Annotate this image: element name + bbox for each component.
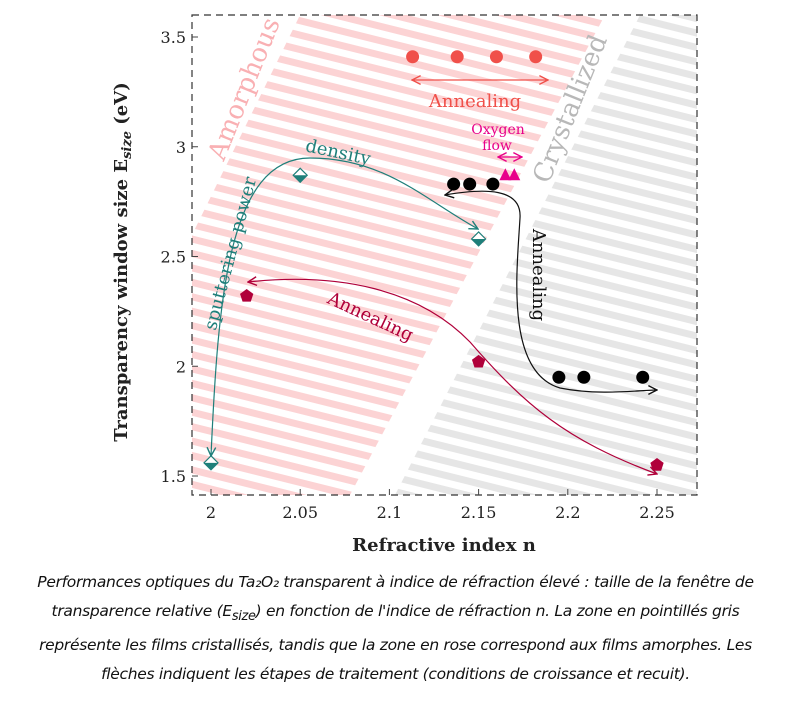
pentagon-point <box>471 354 486 368</box>
teal-arrow <box>211 157 478 456</box>
x-tick-label: 2.1 <box>377 503 402 522</box>
circle-point <box>463 177 477 191</box>
x-tick-label: 2.25 <box>639 503 675 522</box>
figure-caption: Performances optiques du Ta₂O₂ transpare… <box>37 573 754 683</box>
flow-label: flow <box>482 138 512 154</box>
x-tick-label: 2.15 <box>461 503 497 522</box>
plot-frame <box>191 14 698 496</box>
circle-point <box>489 50 503 64</box>
black-arrow <box>445 191 657 392</box>
circle-point <box>552 370 566 384</box>
oxygen-label: Oxygen <box>471 122 525 138</box>
triangle-point <box>508 168 521 181</box>
circle-point <box>486 177 500 191</box>
circle-point <box>406 50 420 64</box>
y-tick-label: 2.5 <box>161 248 186 267</box>
x-tick-label: 2.05 <box>282 503 318 522</box>
diamond-point-fill <box>471 238 486 246</box>
y-tick-label: 1.5 <box>161 467 186 486</box>
x-tick-label: 2 <box>206 503 216 522</box>
circle-point <box>636 370 650 384</box>
circle-point <box>447 177 461 191</box>
circle-point <box>450 50 464 64</box>
pentagon-point <box>650 458 664 471</box>
circle-point <box>529 50 543 64</box>
y-tick-label: 3.5 <box>161 28 186 47</box>
x-tick-label: 2.2 <box>555 503 580 522</box>
annealing-top-label: Annealing <box>428 91 521 112</box>
diamond-point-fill <box>293 175 308 183</box>
triangle-point <box>499 168 512 181</box>
circle-point <box>577 370 591 384</box>
chart: Amorphous Crystallized 2 2.05 2.1 2.15 2.2 2.… <box>111 14 698 556</box>
pentagon-point <box>240 289 254 302</box>
x-axis-label: Refractive index n <box>352 535 536 556</box>
annealing-black-label: Annealing <box>528 228 549 321</box>
y-tick-label: 3 <box>176 138 186 157</box>
y-axis-label: Transparency window size Esize (eV) <box>111 82 135 441</box>
y-tick-label: 2 <box>176 357 186 376</box>
diamond-point-fill <box>204 462 218 470</box>
